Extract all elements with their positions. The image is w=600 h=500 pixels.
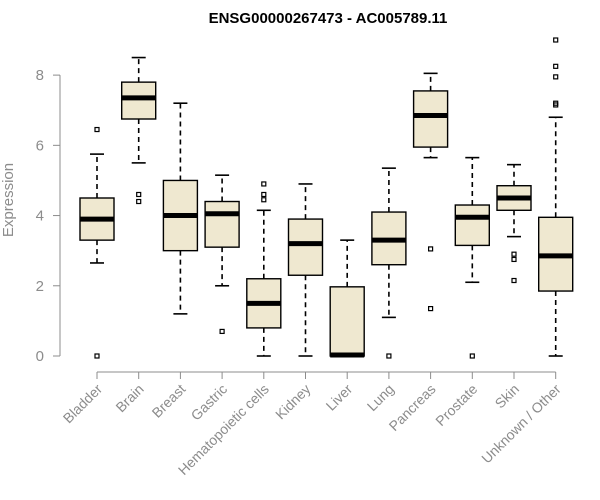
outlier-point [261, 197, 267, 203]
y-tick-label: 2 [36, 278, 44, 295]
x-tick-label: Unknown / Other [478, 381, 564, 467]
outlier-point [511, 277, 517, 284]
x-tick-label: Prostate [432, 381, 480, 429]
box-prostate [454, 156, 490, 359]
box-liver [329, 239, 365, 358]
box-gastric [204, 174, 240, 335]
outlier-point [511, 251, 517, 257]
x-tick-label: Skin [492, 381, 523, 412]
box-bladder [79, 126, 115, 359]
x-tick-label: Breast [149, 381, 189, 421]
box-brain [120, 56, 157, 205]
box-lung [371, 167, 407, 359]
iqr-box [287, 218, 324, 276]
outlier-point [136, 198, 142, 205]
x-tick-label: Liver [323, 381, 356, 414]
y-axis: 0 2 4 6 8 [36, 67, 61, 365]
x-tick-label: Kidney [272, 381, 314, 423]
outlier-point [553, 74, 559, 80]
x-tick-label: Brain [112, 381, 146, 415]
iqr-box [120, 81, 157, 120]
y-tick-label: 6 [36, 137, 44, 154]
outlier-point [94, 126, 100, 133]
outlier-point [219, 328, 225, 335]
outlier-point [386, 353, 392, 359]
outlier-point [511, 256, 517, 263]
y-tick-label: 0 [36, 348, 44, 365]
box-hematopoietic-cells [246, 181, 282, 357]
box-breast [162, 102, 199, 315]
y-tick-label: 4 [36, 208, 44, 225]
outlier-point [136, 191, 142, 198]
box-kidney [287, 183, 324, 357]
outlier-point [553, 37, 559, 43]
iqr-box [454, 204, 490, 247]
iqr-box [204, 200, 240, 248]
box-skin [496, 163, 532, 284]
outlier-point [428, 246, 434, 252]
iqr-box [329, 286, 365, 357]
y-tick-label: 8 [36, 67, 44, 84]
outlier-point [553, 63, 559, 69]
box-unknown-other [538, 37, 574, 357]
chart-title: ENSG00000267473 - AC005789.11 [209, 10, 448, 27]
box-pancreas [412, 72, 449, 312]
outlier-point [94, 353, 100, 359]
outlier-point [469, 353, 475, 359]
x-tick-label: Lung [364, 381, 397, 414]
outlier-point [261, 181, 267, 187]
box-series [79, 37, 574, 359]
outlier-point [428, 306, 434, 312]
y-axis-label: Expression [0, 163, 17, 237]
x-tick-label: Bladder [60, 381, 106, 427]
outlier-point [553, 102, 559, 108]
outlier-point [261, 191, 267, 198]
iqr-box [412, 90, 449, 148]
